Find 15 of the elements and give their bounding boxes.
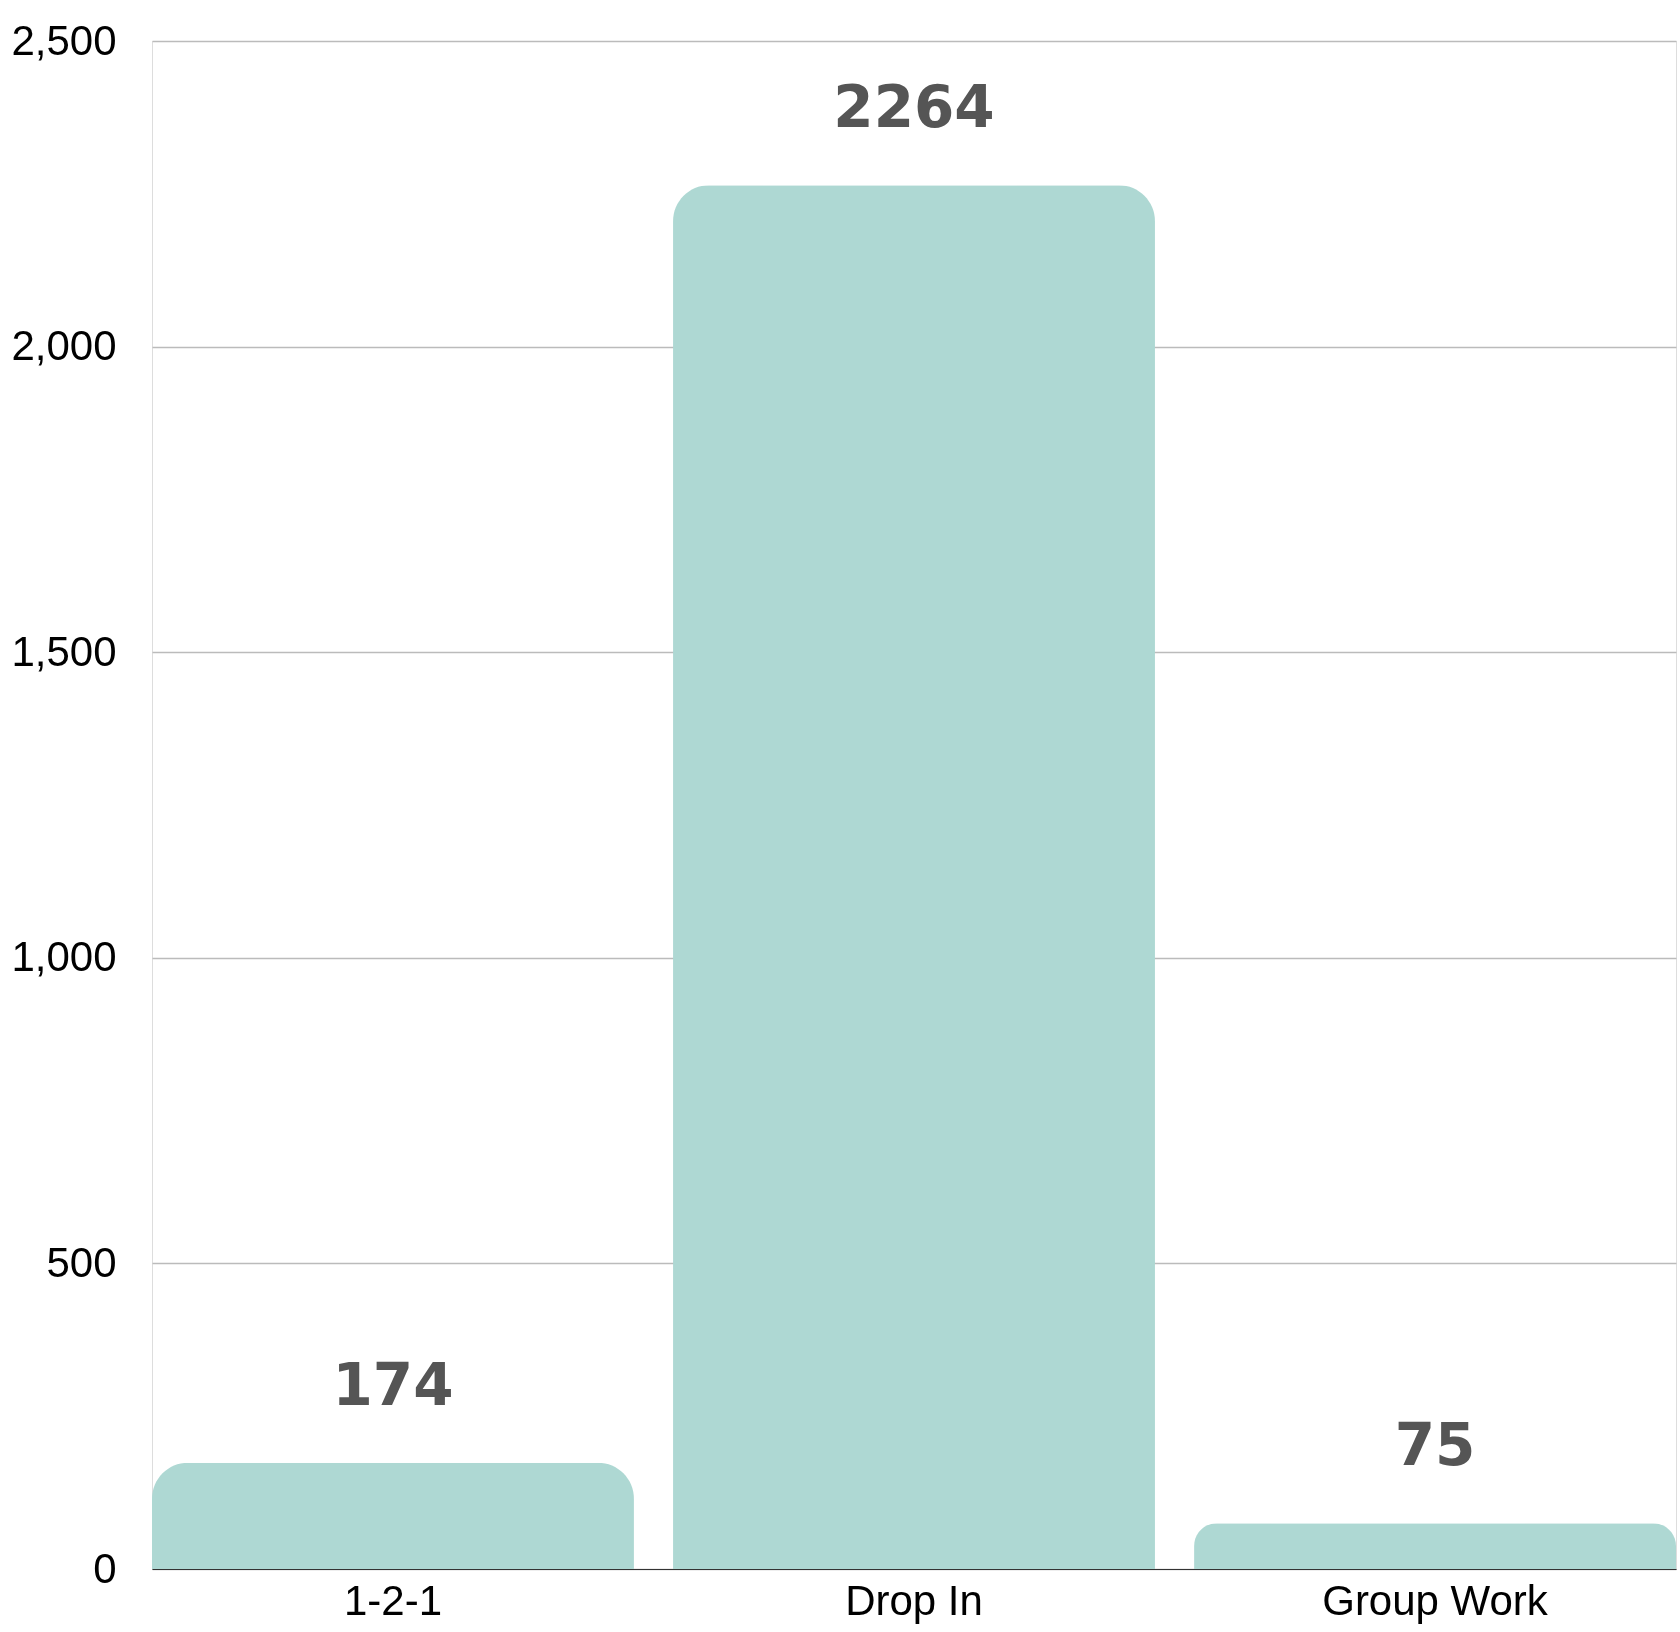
- bar: [673, 185, 1155, 1569]
- x-tick-label: Group Work: [1322, 1576, 1549, 1624]
- data-label: 75: [1394, 1411, 1476, 1480]
- x-tick-label: 1-2-1: [343, 1576, 443, 1624]
- y-tick-label: 1,500: [11, 627, 117, 675]
- x-tick-label: Drop In: [845, 1576, 983, 1624]
- y-tick-label: 2,000: [11, 322, 117, 370]
- y-tick-label: 1,000: [11, 933, 117, 981]
- y-tick-label: 2,500: [11, 16, 117, 64]
- y-tick-label: 0: [93, 1544, 117, 1592]
- data-label: 174: [332, 1350, 454, 1419]
- data-label: 2264: [833, 73, 995, 142]
- y-tick-label: 500: [46, 1238, 117, 1286]
- bar: [152, 1462, 634, 1569]
- bar: [1194, 1523, 1676, 1569]
